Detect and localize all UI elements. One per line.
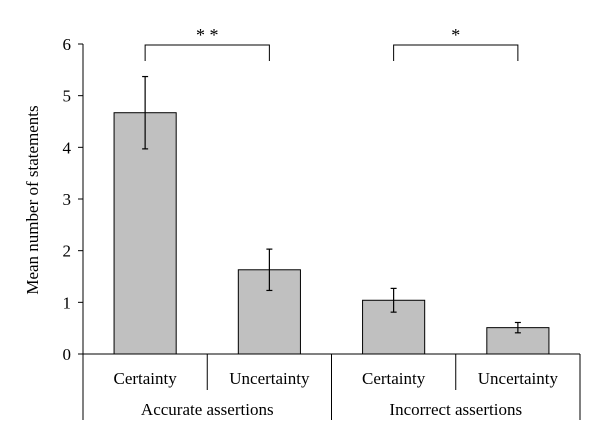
significance-bracket	[144, 44, 270, 61]
y-tick-label: 2	[63, 242, 72, 261]
y-tick-label: 1	[63, 293, 72, 312]
chart-bars	[113, 112, 550, 355]
significance-marker: * *	[196, 25, 219, 45]
group-label: Incorrect assertions	[389, 400, 522, 419]
y-tick-label: 6	[63, 35, 72, 54]
significance-bracket	[393, 44, 519, 61]
y-tick-label: 3	[63, 190, 72, 209]
x-axis-labels: Certainty Uncertainty Accurate assertions C…	[113, 369, 558, 419]
y-tick-label: 4	[63, 138, 72, 157]
error-bars	[142, 75, 521, 334]
category-label: Certainty	[113, 369, 177, 388]
category-label: Uncertainty	[229, 369, 310, 388]
y-tick-label: 5	[63, 87, 72, 106]
category-label: Certainty	[362, 369, 426, 388]
bar	[113, 112, 177, 355]
y-tick-label: 0	[63, 345, 72, 364]
group-label: Accurate assertions	[141, 400, 274, 419]
significance-brackets: * * *	[144, 25, 519, 61]
category-label: Uncertainty	[478, 369, 559, 388]
y-axis-label: Mean number of statements	[23, 105, 42, 294]
y-axis-ticks: 0 1 2 3 4 5 6	[63, 35, 83, 364]
significance-marker: *	[451, 25, 460, 45]
